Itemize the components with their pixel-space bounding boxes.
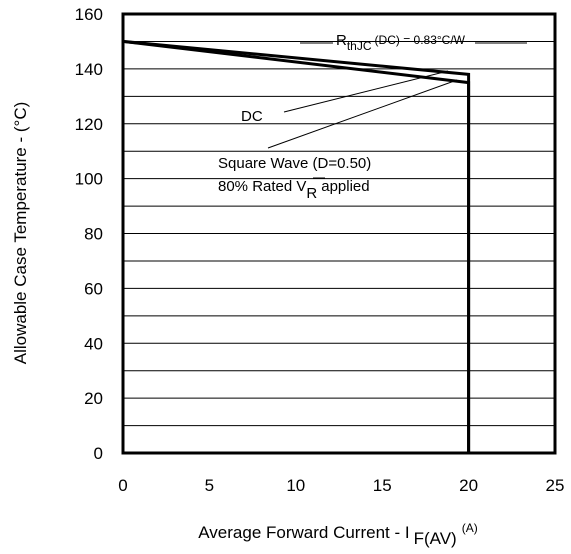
y-tick-label: 40 (84, 334, 103, 353)
square-wave-annotation-line1: Square Wave (D=0.50) (218, 155, 371, 172)
series-line-square-wave (122, 39, 471, 453)
square-wave-leader-line (267, 79, 458, 149)
x-axis-label: Average Forward Current - I F(AV) (A) (198, 521, 477, 548)
x-tick-label: 5 (205, 476, 214, 495)
y-tick-label: 160 (75, 5, 103, 24)
rthjc-prefix: R (336, 32, 347, 49)
square-wave-annotation-line2: 80% Rated VR applied (218, 178, 370, 202)
x-tick-label: 10 (286, 476, 305, 495)
y-tick-label: 140 (75, 60, 103, 79)
square-wave-line2-subscript: R (306, 185, 317, 202)
rthjc-subscript: thJC (347, 39, 372, 53)
x-axis-label-main: Average Forward Current - I (198, 523, 409, 542)
series-line-dc (122, 39, 471, 453)
y-tick-label: 80 (84, 225, 103, 244)
rthjc-annotation: RthJC (DC) = 0.83°C/W (336, 32, 466, 53)
y-tick-label: 0 (94, 444, 103, 463)
y-axis-label: Allowable Case Temperature - (°C) (11, 102, 30, 365)
square-wave-line2-prefix: 80% Rated V (218, 178, 306, 195)
dc-annotation: DC (241, 108, 263, 125)
x-axis-label-subscript: F(AV) (414, 529, 457, 548)
y-tick-label: 60 (84, 279, 103, 298)
gridlines (123, 40, 555, 427)
x-tick-labels: 0 5 10 15 20 25 (118, 476, 564, 495)
rthjc-text: (DC) = 0.83°C/W (375, 33, 466, 47)
x-tick-label: 20 (459, 476, 478, 495)
x-tick-label: 15 (373, 476, 392, 495)
x-axis-label-unit: (A) (462, 521, 478, 535)
y-tick-label: 120 (75, 115, 103, 134)
plot-frame (121, 12, 557, 455)
y-tick-label: 100 (75, 170, 103, 189)
y-tick-label: 20 (84, 389, 103, 408)
x-tick-label: 25 (546, 476, 565, 495)
series-lines (122, 39, 471, 453)
y-tick-labels: 0 20 40 60 80 100 120 140 160 (75, 5, 103, 463)
x-tick-label: 0 (118, 476, 127, 495)
square-wave-line2-suffix: applied (321, 178, 369, 195)
dc-leader-line (283, 70, 449, 113)
